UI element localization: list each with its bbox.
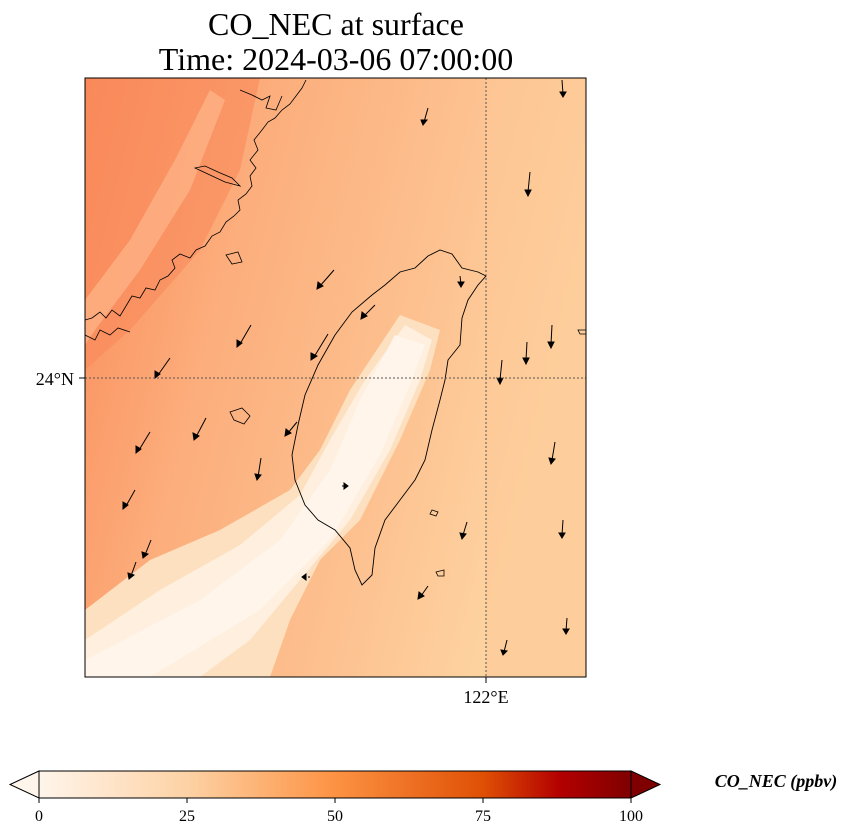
lat-tick-label: 24°N: [36, 369, 74, 389]
colorbar-tick: 0: [35, 808, 43, 825]
wind-vectors: [122, 79, 570, 656]
colorbar-tick: 25: [179, 808, 195, 825]
map-subtitle: Time: 2024-03-06 07:00:00: [158, 41, 514, 77]
penghu-islands: [229, 407, 251, 425]
china-coastline: [85, 79, 307, 321]
colorbar-label: CO_NEC (ppbv): [715, 771, 838, 792]
colorbar-tick: 50: [327, 808, 343, 825]
colorbar-min-extend: [8, 770, 40, 799]
colorbar: 0 25 50 75 100 CO_NEC (ppbv): [8, 770, 838, 825]
colorbar-tick: 100: [619, 808, 643, 825]
lon-tick-label: 122°E: [463, 687, 508, 707]
taiwan-coastline: [291, 249, 487, 586]
concentration-field: [85, 78, 586, 677]
colorbar-max-extend: [630, 770, 662, 799]
map-title: CO_NEC at surface: [208, 6, 464, 42]
colorbar-tick: 75: [475, 808, 491, 825]
